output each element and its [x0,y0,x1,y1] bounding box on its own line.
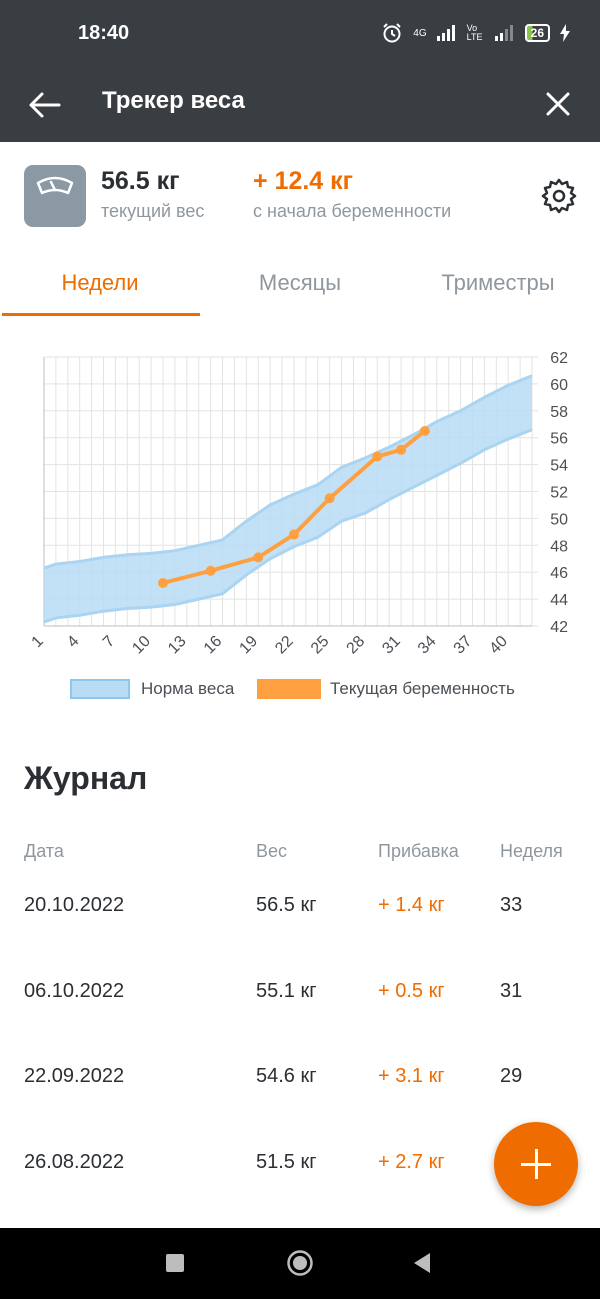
norm-band-upper-line [43,374,533,570]
norm-band-lower-line [43,428,533,624]
x-tick-label: 28 [344,633,369,658]
app-bar: Трекер веса [0,70,600,142]
back-triangle-icon[interactable] [412,1251,432,1275]
arrow-left-icon[interactable] [26,86,64,124]
recents-icon[interactable] [166,1254,184,1272]
row-date: 20.10.2022 [24,894,125,916]
current-weight-point [324,493,335,504]
current-weight-label: текущий вес [101,201,205,221]
row-gain: + 0.5 кг [378,980,445,1002]
close-icon[interactable] [540,86,576,122]
journal-row[interactable]: 26.08.2022 51.5 кг + 2.7 кг [0,1147,600,1227]
battery-icon: 26 [524,24,550,42]
row-weight: 51.5 кг [256,1151,317,1173]
home-icon[interactable] [286,1249,314,1277]
plus-icon-vertical [535,1149,538,1179]
add-weight-button[interactable] [494,1122,578,1206]
row-date: 26.08.2022 [24,1151,125,1173]
x-tick-label: 19 [236,633,261,658]
network-label-1: 4G [413,27,427,39]
alarm-icon [383,23,402,43]
y-tick-label: 54 [550,458,568,475]
x-tick-label: 7 [100,633,118,651]
row-gain: + 2.7 кг [378,1151,445,1173]
journal-row[interactable]: 22.09.2022 54.6 кг + 3.1 кг 29 [0,1061,600,1141]
y-tick-label: 56 [550,431,568,448]
journal-row[interactable]: 20.10.2022 56.5 кг + 1.4 кг 33 [0,890,600,970]
signal-icon-2 [494,25,513,41]
tab-weeks[interactable]: Недели [61,270,139,295]
x-tick-label: 40 [486,633,511,658]
row-week: 33 [500,894,523,916]
tab-months[interactable]: Месяцы [258,270,342,295]
current-weight-point [396,444,407,455]
x-tick-label: 22 [272,633,297,658]
y-tick-label: 46 [550,565,568,582]
current-weight-point [288,529,299,540]
y-tick-label: 44 [550,592,568,609]
total-gain: + 12.4 кг [253,167,354,195]
status-time: 18:40 [78,22,130,44]
row-week: 29 [500,1065,523,1087]
x-tick-label: 34 [415,633,440,658]
x-tick-label: 10 [129,633,154,658]
y-tick-label: 52 [550,485,568,502]
total-gain-label: с начала беременности [253,201,452,221]
current-weight-point [205,565,216,576]
y-tick-label: 42 [550,619,568,636]
status-icons: 4G Vo LTE 26 [381,22,570,44]
journal-title: Журнал [24,760,148,796]
battery-level: 26 [530,26,544,40]
row-gain: + 1.4 кг [378,894,445,916]
chart-legend: Норма веса Текущая беременность [0,676,600,706]
current-weight-point [253,552,264,563]
x-tick-label: 4 [64,633,82,651]
network-label-2: Vo LTE [466,23,483,42]
scale-icon [24,165,86,227]
y-tick-label: 60 [550,377,568,394]
charging-icon [560,24,570,42]
x-tick-label: 25 [308,633,333,658]
gear-icon[interactable] [541,178,577,214]
x-tick-label: 31 [379,633,404,658]
status-bar: 18:40 4G Vo LTE 26 [0,0,600,70]
y-tick-label: 50 [550,511,568,528]
row-weight: 55.1 кг [256,980,317,1002]
y-tick-label: 62 [550,350,568,367]
active-tab-indicator [2,313,200,316]
x-tick-label: 16 [201,633,226,658]
y-tick-label: 58 [550,404,568,421]
row-gain: + 3.1 кг [378,1065,445,1087]
current-weight-point [158,577,169,588]
legend-label-current: Текущая беременность [330,679,515,698]
y-tick-label: 48 [550,538,568,555]
current-weight-point [419,425,430,436]
row-weight: 56.5 кг [256,894,317,916]
tab-trimesters[interactable]: Триместры [441,270,555,295]
row-week: 31 [500,980,523,1002]
legend-label-norm: Норма веса [141,679,235,698]
system-nav-bar [0,1228,600,1299]
header-week: Неделя [500,841,563,861]
signal-icon [436,25,455,41]
legend-swatch-norm [70,679,130,699]
page-title: Трекер веса [102,87,245,114]
header-gain: Прибавка [378,841,459,861]
x-tick-label: 13 [165,633,190,658]
row-date: 22.09.2022 [24,1065,125,1087]
x-tick-label: 37 [451,633,476,658]
header-weight: Вес [256,841,288,861]
row-weight: 54.6 кг [256,1065,317,1087]
row-date: 06.10.2022 [24,980,125,1002]
header-date: Дата [24,841,64,861]
legend-swatch-current [257,679,321,699]
journal-row[interactable]: 06.10.2022 55.1 кг + 0.5 кг 31 [0,976,600,1056]
current-weight: 56.5 кг [101,167,180,195]
current-weight-point [372,451,383,462]
period-tabs: Недели Месяцы Триместры [0,260,600,318]
weight-chart: 42 44 46 48 50 52 54 56 58 60 62 1 4 7 10 13 16 19 22 25 28 3… [29,350,569,658]
x-tick-label: 1 [29,633,47,651]
